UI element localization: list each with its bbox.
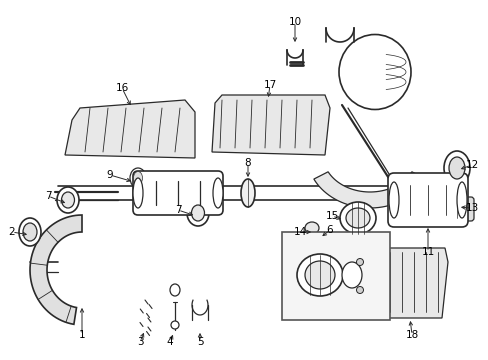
Ellipse shape [191, 205, 204, 221]
Ellipse shape [130, 168, 146, 188]
Text: 7: 7 [44, 191, 51, 201]
Ellipse shape [241, 179, 254, 207]
Ellipse shape [133, 171, 142, 185]
Text: 13: 13 [465, 203, 478, 213]
Ellipse shape [186, 200, 208, 226]
Bar [282, 232, 389, 320]
Polygon shape [65, 100, 195, 158]
Text: 1: 1 [79, 330, 85, 340]
Text: 5: 5 [196, 337, 203, 347]
Polygon shape [313, 172, 425, 208]
Ellipse shape [19, 218, 41, 246]
Text: 12: 12 [465, 160, 478, 170]
Ellipse shape [339, 202, 375, 234]
Text: 16: 16 [115, 83, 128, 93]
Text: 17: 17 [263, 80, 276, 90]
Text: 14: 14 [293, 227, 306, 237]
Ellipse shape [133, 178, 142, 208]
Ellipse shape [341, 262, 361, 288]
Text: 9: 9 [106, 170, 113, 180]
Ellipse shape [305, 261, 334, 289]
Text: 2: 2 [9, 227, 15, 237]
Ellipse shape [171, 321, 179, 329]
Ellipse shape [57, 187, 79, 213]
Text: 18: 18 [405, 330, 418, 340]
Text: 6: 6 [326, 225, 333, 235]
Ellipse shape [388, 182, 398, 218]
Text: 8: 8 [244, 158, 251, 168]
Polygon shape [374, 248, 447, 318]
Ellipse shape [356, 287, 363, 293]
Ellipse shape [443, 151, 469, 185]
Polygon shape [212, 95, 329, 155]
Text: 15: 15 [325, 211, 338, 221]
Ellipse shape [305, 222, 318, 234]
Text: 4: 4 [166, 337, 173, 347]
Ellipse shape [448, 157, 464, 179]
FancyBboxPatch shape [133, 171, 223, 215]
Ellipse shape [296, 254, 342, 296]
Text: 7: 7 [174, 205, 181, 215]
Ellipse shape [213, 178, 223, 208]
Ellipse shape [456, 182, 466, 218]
FancyBboxPatch shape [439, 197, 473, 221]
Ellipse shape [356, 258, 363, 266]
Text: 11: 11 [421, 247, 434, 257]
Polygon shape [30, 215, 82, 324]
Ellipse shape [61, 192, 74, 208]
Text: 10: 10 [288, 17, 301, 27]
FancyBboxPatch shape [387, 173, 467, 227]
Ellipse shape [23, 223, 37, 241]
Ellipse shape [346, 208, 369, 228]
Text: 3: 3 [137, 337, 143, 347]
Ellipse shape [338, 35, 410, 109]
Ellipse shape [170, 284, 180, 296]
